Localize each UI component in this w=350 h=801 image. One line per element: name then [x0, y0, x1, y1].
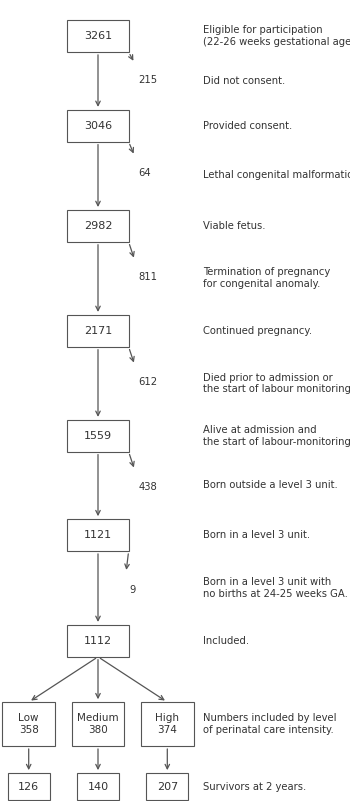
Text: Provided consent.: Provided consent. [203, 121, 292, 131]
FancyBboxPatch shape [68, 625, 129, 657]
FancyBboxPatch shape [146, 773, 188, 800]
Text: Born in a level 3 unit.: Born in a level 3 unit. [203, 530, 310, 540]
Text: Eligible for participation
(22-26 weeks gestational age).: Eligible for participation (22-26 weeks … [203, 26, 350, 46]
Text: Numbers included by level
of perinatal care intensity.: Numbers included by level of perinatal c… [203, 714, 336, 735]
Text: Born in a level 3 unit with
no births at 24-25 weeks GA.: Born in a level 3 unit with no births at… [203, 578, 348, 598]
Text: 140: 140 [88, 782, 108, 791]
Text: High
374: High 374 [155, 714, 179, 735]
Text: 1559: 1559 [84, 431, 112, 441]
Text: Low
358: Low 358 [19, 714, 39, 735]
Text: Died prior to admission or
the start of labour monitoring.: Died prior to admission or the start of … [203, 373, 350, 394]
Text: 3261: 3261 [84, 31, 112, 41]
Text: Lethal congenital malformation.: Lethal congenital malformation. [203, 171, 350, 180]
Text: 2982: 2982 [84, 221, 112, 231]
Text: 207: 207 [157, 782, 178, 791]
FancyBboxPatch shape [72, 702, 124, 747]
Text: 64: 64 [138, 168, 151, 178]
FancyBboxPatch shape [68, 110, 129, 142]
Text: Survivors at 2 years.: Survivors at 2 years. [203, 782, 306, 791]
FancyBboxPatch shape [68, 315, 129, 347]
Text: 3046: 3046 [84, 121, 112, 131]
Text: 1121: 1121 [84, 530, 112, 540]
Text: Included.: Included. [203, 636, 249, 646]
FancyBboxPatch shape [68, 210, 129, 242]
FancyBboxPatch shape [2, 702, 55, 747]
Text: Continued pregnancy.: Continued pregnancy. [203, 326, 312, 336]
Text: 126: 126 [18, 782, 39, 791]
FancyBboxPatch shape [68, 519, 129, 551]
Text: 9: 9 [130, 585, 136, 594]
FancyBboxPatch shape [8, 773, 50, 800]
Text: 438: 438 [138, 482, 157, 492]
Text: Alive at admission and
the start of labour-monitoring.: Alive at admission and the start of labo… [203, 425, 350, 446]
Text: Born outside a level 3 unit.: Born outside a level 3 unit. [203, 481, 338, 490]
Text: Medium
380: Medium 380 [77, 714, 119, 735]
FancyBboxPatch shape [141, 702, 194, 747]
Text: 2171: 2171 [84, 326, 112, 336]
Text: Did not consent.: Did not consent. [203, 76, 285, 86]
Text: 612: 612 [138, 377, 158, 387]
Text: Viable fetus.: Viable fetus. [203, 221, 266, 231]
Text: Termination of pregnancy
for congenital anomaly.: Termination of pregnancy for congenital … [203, 268, 330, 288]
Text: 811: 811 [138, 272, 157, 282]
Text: 215: 215 [138, 75, 158, 85]
FancyBboxPatch shape [68, 20, 129, 52]
FancyBboxPatch shape [77, 773, 119, 800]
Text: 1112: 1112 [84, 636, 112, 646]
FancyBboxPatch shape [68, 420, 129, 452]
